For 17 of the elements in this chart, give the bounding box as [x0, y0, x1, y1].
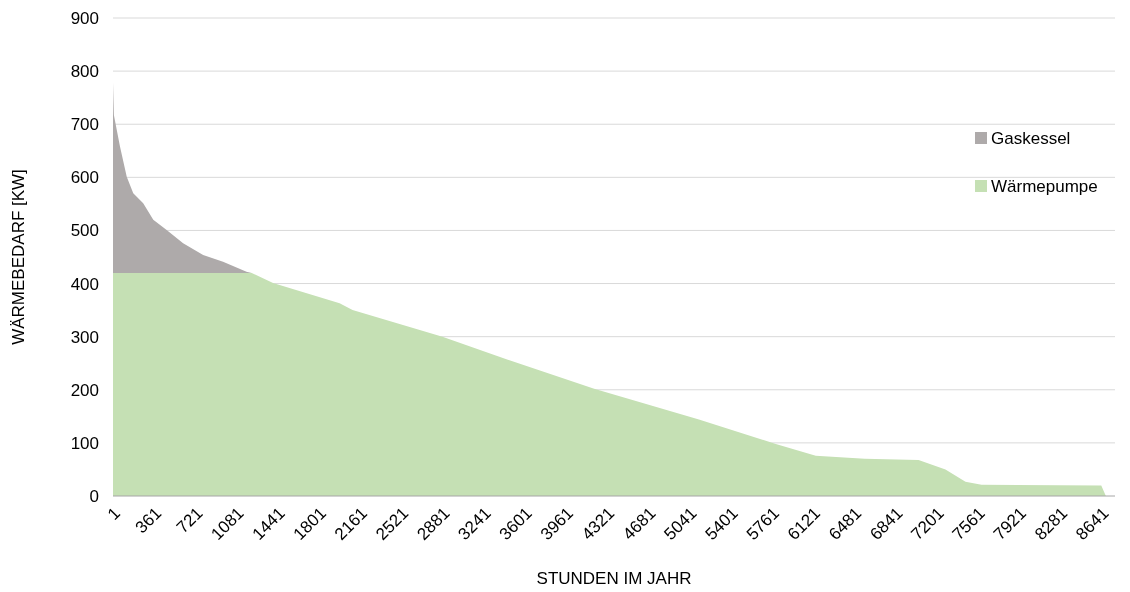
x-tick-label: 361 — [131, 503, 166, 538]
x-tick-label: 721 — [172, 503, 207, 538]
y-tick-label: 100 — [70, 433, 99, 453]
y-tick-label: 700 — [70, 115, 99, 135]
y-tick-label: 0 — [89, 486, 99, 506]
y-tick-label: 300 — [70, 327, 99, 347]
y-tick-label: 800 — [70, 62, 99, 82]
y-tick-label: 900 — [70, 8, 99, 28]
legend-label: Wärmepumpe — [991, 176, 1098, 196]
y-tick-label: 600 — [70, 168, 99, 188]
y-tick-label: 400 — [70, 274, 99, 294]
x-axis-title: STUNDEN IM JAHR — [536, 569, 692, 588]
x-tick-label: 1 — [103, 503, 125, 524]
legend-label: Gaskessel — [991, 128, 1071, 148]
y-tick-label: 200 — [70, 380, 99, 400]
y-tick-label: 500 — [70, 221, 99, 241]
y-axis-title: WÄRMEBEDARF [KW] — [9, 169, 28, 345]
